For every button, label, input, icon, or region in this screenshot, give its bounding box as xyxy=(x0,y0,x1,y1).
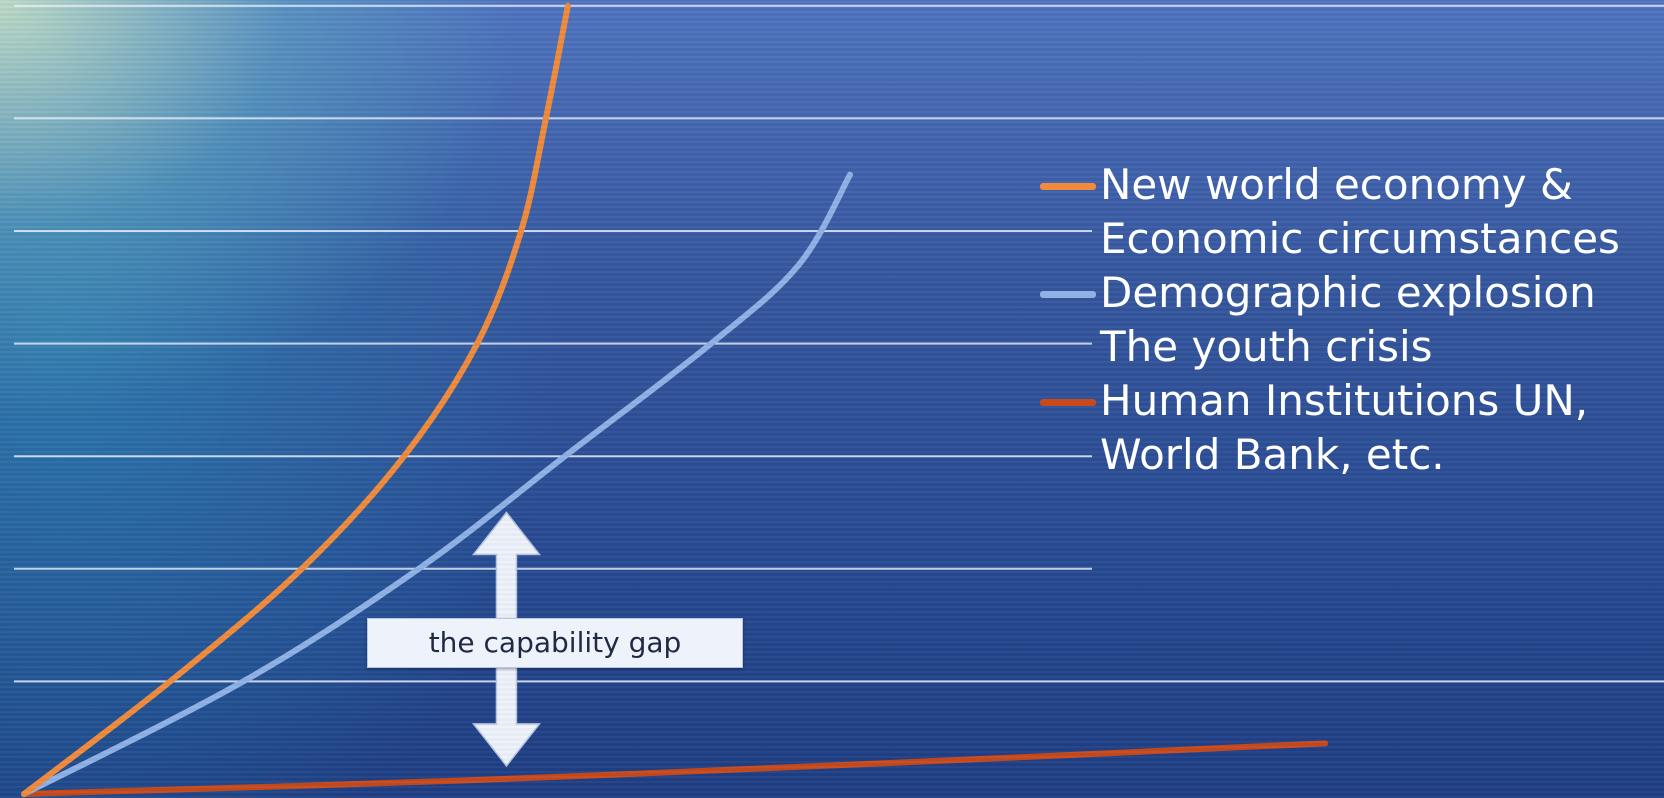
capability-gap-label: the capability gap xyxy=(367,618,743,668)
legend-item-new-world-economy: New world economy & Economic circumstanc… xyxy=(1040,158,1660,266)
series-line-demographic-explosion-the xyxy=(21,171,854,797)
legend-label: Human Institutions UN, World Bank, etc. xyxy=(1100,376,1589,479)
series-line-human-institutions-un xyxy=(21,740,1329,797)
legend-swatch-blue xyxy=(1040,291,1096,298)
series-line-new-world-economy xyxy=(21,2,571,797)
legend: New world economy & Economic circumstanc… xyxy=(1040,158,1660,482)
legend-item-human-institutions: Human Institutions UN, World Bank, etc. xyxy=(1040,374,1660,482)
legend-label: Demographic explosion The youth crisis xyxy=(1100,268,1596,371)
legend-swatch-orange xyxy=(1040,183,1096,190)
legend-swatch-red xyxy=(1040,399,1096,406)
legend-label: New world economy & Economic circumstanc… xyxy=(1100,160,1620,263)
legend-item-demographic-explosion: Demographic explosion The youth crisis xyxy=(1040,266,1660,374)
